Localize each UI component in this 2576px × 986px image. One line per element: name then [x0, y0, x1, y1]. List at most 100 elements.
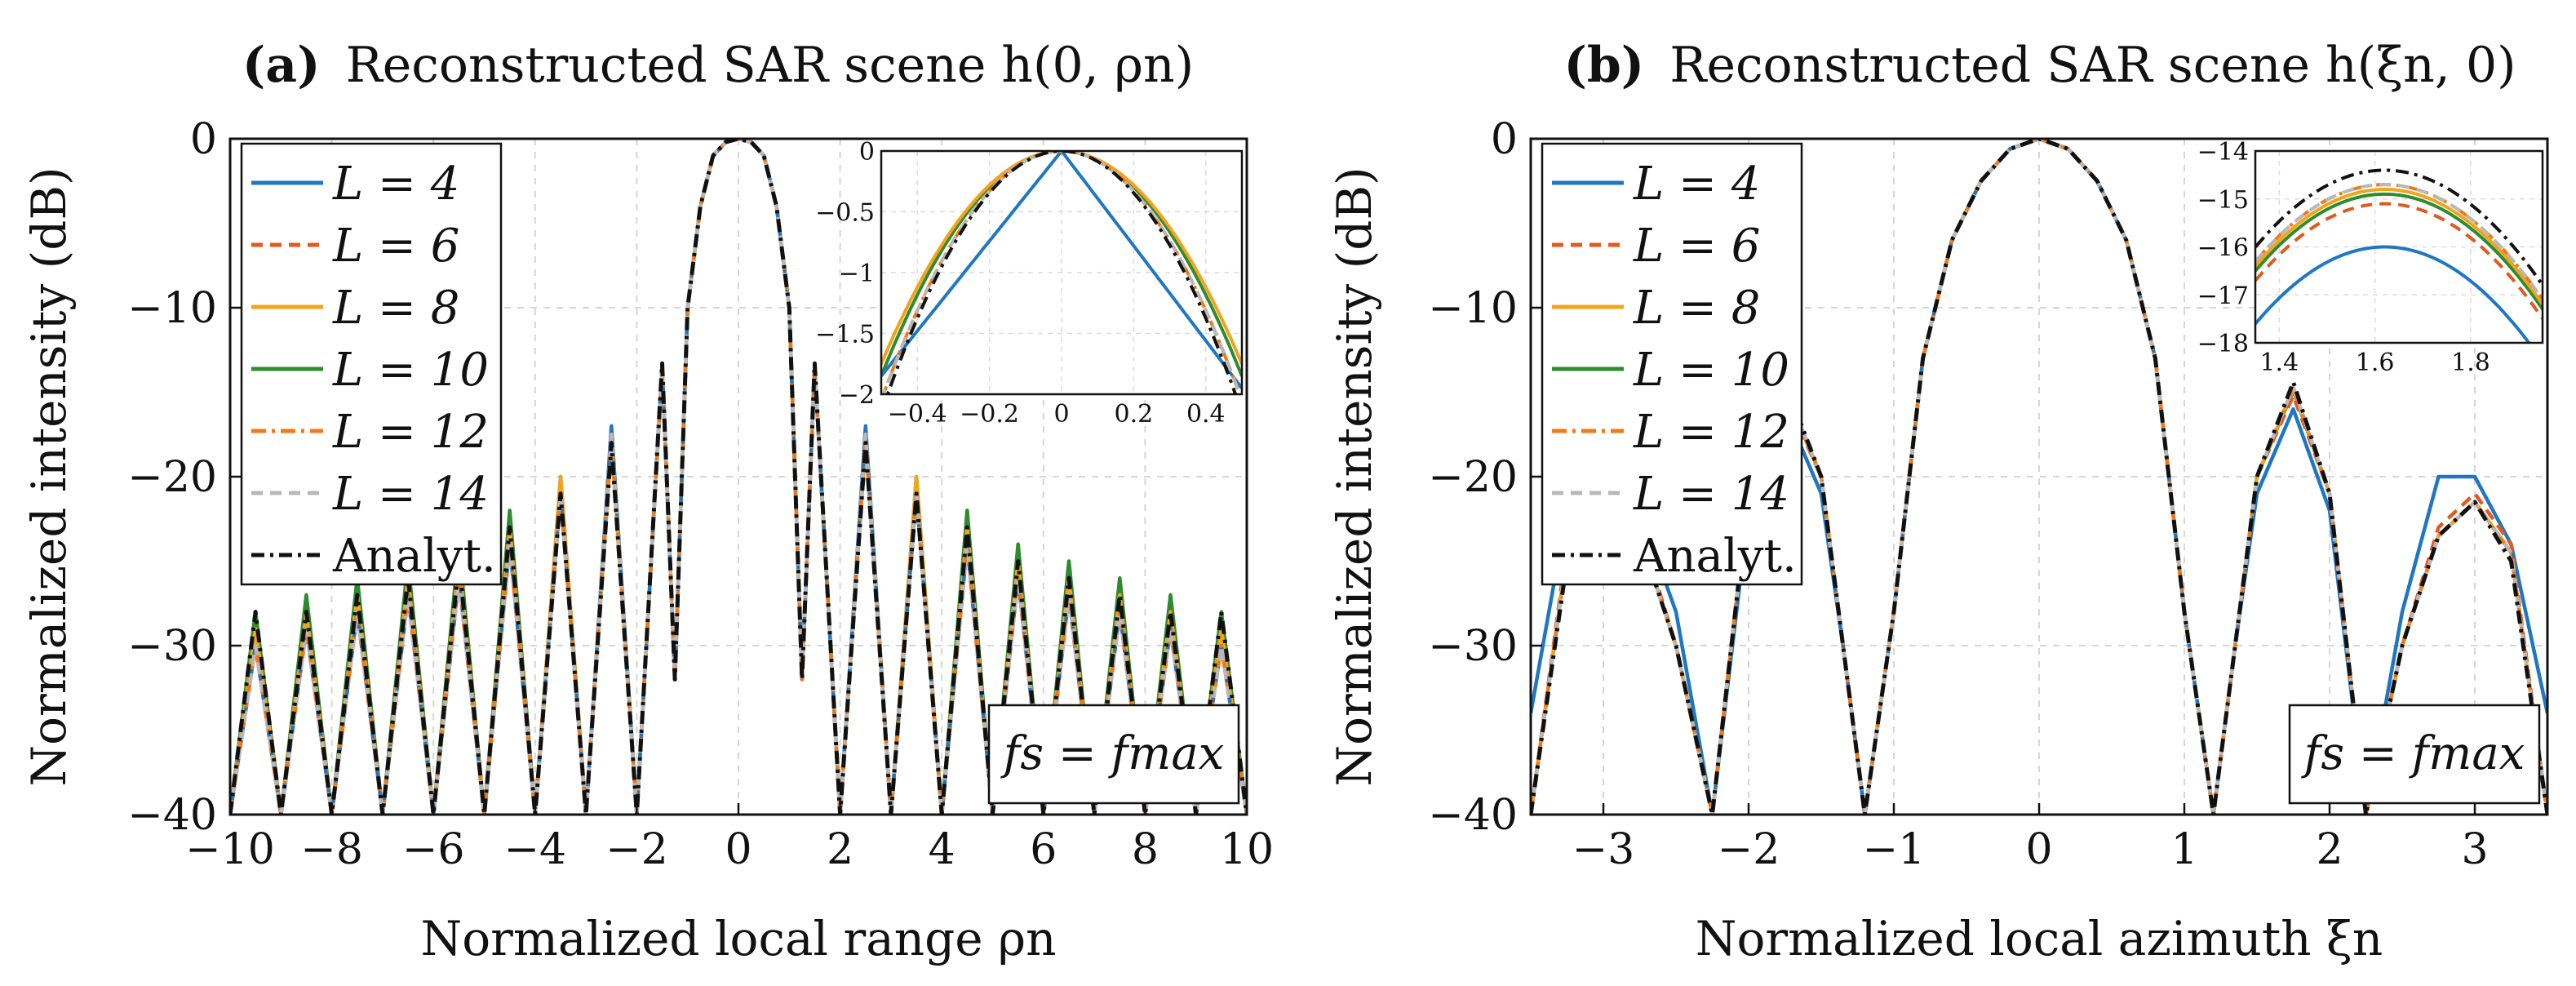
panel-b-ticks: −3 −2 −1 0 1 2 30−10−20−30−40 — [1428, 115, 2488, 874]
panel-a-xtick-label: 8 — [1132, 825, 1159, 874]
panel-a-legend-label: L = 14 — [332, 468, 489, 521]
panel-a-inset-xtick-label: −0.4 — [888, 400, 947, 429]
panel-a-legend-label: L = 8 — [332, 282, 459, 335]
panel-a-inset-ytick-label: −0.5 — [815, 199, 875, 228]
panel-a-xtick-label: 0 — [725, 825, 752, 874]
panel-a-xlabel: Normalized local range ρn — [420, 911, 1056, 966]
panel-b-grid — [1531, 138, 2547, 815]
panel-a-inset-xtick-label: 0.2 — [1115, 400, 1154, 429]
panel-a-xtick-label: −8 — [300, 825, 363, 874]
panel-b-inset-xtick-label: 1.6 — [2356, 349, 2395, 377]
panel-b-annotation: fs = fmax — [2288, 704, 2541, 805]
panel-a-ytick-label: −20 — [127, 453, 217, 502]
panel-b-xtick-label: −2 — [1718, 825, 1780, 874]
panel-b-inset-xtick-label: 1.4 — [2259, 349, 2299, 377]
panel-b-legend-label: L = 6 — [1633, 220, 1760, 273]
panel-a-inset-series-L8 — [881, 151, 1242, 365]
panel-b-xtick-label: 1 — [2170, 825, 2197, 874]
panel-a-xtick-label: −10 — [185, 825, 275, 874]
panel-b-xtick-label: −3 — [1572, 825, 1635, 874]
panel-a-xtick-label: 10 — [1220, 825, 1274, 874]
panel-b-xlabel: Normalized local azimuth ξn — [1696, 911, 2383, 966]
panel-b-ytick-label: 0 — [1491, 115, 1518, 164]
panel-b-inset-series-L8 — [2255, 187, 2543, 305]
panel-b-title-bold: (b) — [1563, 37, 1644, 94]
panel-b-ytick-label: −20 — [1428, 453, 1518, 502]
panel-b: (b) Reconstructed SAR scene h(ξn, 0) −3 −… — [1327, 37, 2549, 966]
panel-b-legend-label: L = 12 — [1633, 406, 1789, 459]
panel-a-legend-box — [240, 142, 503, 586]
panel-b-inset-series-L4 — [2255, 245, 2531, 343]
panel-a-ticks: −10 −8 −6 −4 −2 0 2 4 6 8 100−10−20−30−40 — [127, 115, 1274, 874]
panel-a-inset-series-L10 — [881, 151, 1242, 377]
panel-b-ytick-label: −10 — [1428, 284, 1518, 333]
panel-a-inset-ytick-label: −1.5 — [815, 321, 875, 349]
panel-a-title-text: Reconstructed SAR scene h(0, ρn) — [346, 37, 1194, 94]
panel-a-ytick-label: 0 — [190, 115, 217, 164]
panel-a-inset-series-L4 — [881, 151, 1242, 389]
panel-a-xtick-label: −6 — [402, 825, 465, 874]
panel-b-ylabel: Normalized intensity (dB) — [1327, 167, 1382, 786]
panel-b-inset-frame — [2254, 149, 2544, 344]
panel-a-ytick-label: −10 — [127, 284, 217, 333]
panel-b-inset-ytick-label: −17 — [2197, 282, 2249, 310]
panel-a-title: (a) Reconstructed SAR scene h(0, ρn) — [242, 37, 1194, 94]
panel-a-ylabel: Normalized intensity (dB) — [21, 167, 77, 786]
panel-b-inset: 1.4 1.6 1.8 −14 −15 −16 −17 −18 — [2197, 138, 2544, 377]
panel-a-legend-label: L = 6 — [332, 220, 459, 273]
panel-b-title-text: Reconstructed SAR scene h(ξn, 0) — [1669, 37, 2516, 94]
panel-b-inset-ytick-label: −14 — [2197, 138, 2249, 167]
panel-a-ytick-label: −40 — [127, 791, 217, 840]
panel-a-inset-xtick-label: −0.2 — [960, 400, 1019, 429]
panel-a-inset-xtick-label: 0 — [1053, 400, 1069, 429]
panel-a-xtick-label: −2 — [605, 825, 668, 874]
panel-b-inset-ytick-label: −15 — [2197, 186, 2249, 215]
panel-b-legend: L = 4 L = 6 L = 8 L = 10 L = 12 L = 14 Analyt. — [1541, 142, 1803, 586]
panel-a-inset: −0.4 −0.2 0 0.2 0.4 0 −0.5 −1 −1.5 −2 — [815, 138, 1244, 429]
panel-a-legend-label: L = 12 — [332, 406, 489, 459]
panel-b-title: (b) Reconstructed SAR scene h(ξn, 0) — [1563, 37, 2516, 94]
panel-b-xtick-label: 2 — [2316, 825, 2343, 874]
panel-a-annotation-box — [987, 704, 1240, 805]
panel-b-annotation-text: fs = fmax — [2301, 727, 2525, 780]
panel-b-inset-series-L10 — [2255, 192, 2543, 310]
panel-b-legend-label: L = 8 — [1633, 282, 1760, 335]
panel-a-inset-series-analytic — [885, 151, 1238, 394]
panel-b-ytick-label: −30 — [1428, 622, 1518, 671]
panel-a: (a) Reconstructed SAR scene h(0, ρn) −10… — [21, 37, 1274, 966]
panel-a-xtick-label: 2 — [827, 825, 853, 874]
panel-b-annotation-box — [2288, 704, 2541, 805]
panel-a-xtick-label: −4 — [503, 825, 566, 874]
panel-a-title-bold: (a) — [242, 37, 321, 94]
panel-a-inset-ytick-label: −1 — [839, 260, 875, 288]
panel-b-legend-label: L = 14 — [1633, 468, 1789, 521]
panel-b-inset-series-analytic — [2255, 168, 2543, 286]
panel-b-legend-label: L = 10 — [1633, 344, 1789, 397]
panel-b-inset-series-L6 — [2255, 202, 2543, 320]
panel-b-xtick-label: 3 — [2461, 825, 2488, 874]
panel-a-inset-xtick-label: 0.4 — [1186, 400, 1226, 429]
panel-b-xtick-label: −1 — [1863, 825, 1926, 874]
panel-a-annotation: fs = fmax — [987, 704, 1240, 805]
panel-a-xtick-label: 6 — [1030, 825, 1057, 874]
panel-b-inset-xtick-label: 1.8 — [2451, 349, 2490, 377]
panel-a-legend-label: Analyt. — [332, 530, 496, 583]
panel-a-legend-label: L = 10 — [332, 344, 489, 397]
panel-a-inset-frame — [880, 149, 1244, 396]
panel-b-series-analytic — [1531, 139, 2547, 815]
panel-a-inset-series-L14 — [881, 151, 1242, 394]
panel-a-xtick-label: 4 — [929, 825, 955, 874]
panel-b-inset-series-L14 — [2255, 183, 2543, 301]
panel-a-inset-ytick-label: 0 — [859, 138, 875, 167]
panel-a-inset-ytick-label: −2 — [839, 381, 875, 410]
panel-b-xtick-label: 0 — [2025, 825, 2052, 874]
panel-b-legend-label: Analyt. — [1633, 530, 1797, 583]
panel-a-annotation-text: fs = fmax — [1000, 727, 1225, 780]
panel-b-legend-label: L = 4 — [1633, 158, 1760, 211]
panel-b-legend-box — [1541, 142, 1803, 586]
panel-b-ytick-label: −40 — [1428, 791, 1518, 840]
panel-a-legend-label: L = 4 — [332, 158, 459, 211]
panel-a-legend: L = 4 L = 6 L = 8 L = 10 L = 12 L = 14 Analyt. — [240, 142, 503, 586]
panel-a-ytick-label: −30 — [127, 622, 217, 671]
